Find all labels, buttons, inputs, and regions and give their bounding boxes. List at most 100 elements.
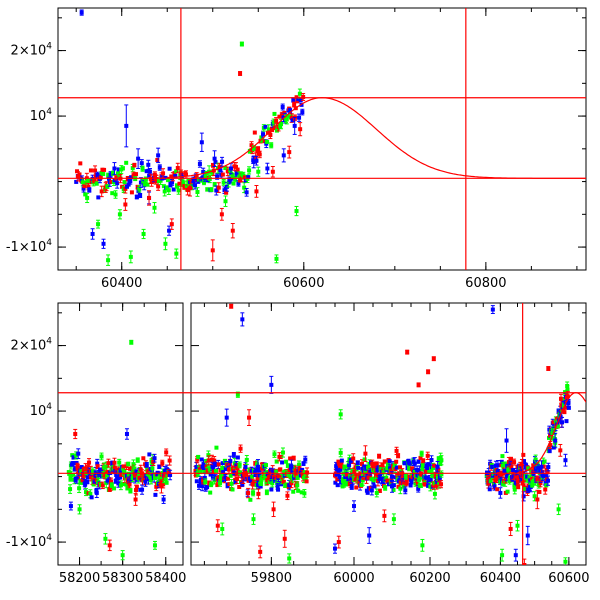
bottom-band-point: [71, 455, 76, 460]
top-data-points: [76, 9, 303, 266]
top-band-point: [183, 172, 188, 177]
bottom-band-point: [112, 486, 117, 491]
top-band-point: [278, 124, 283, 129]
top-band-point: [202, 180, 207, 185]
bottom-red-point: [426, 369, 431, 374]
bottom-band-point: [371, 477, 376, 482]
top-green-point: [294, 209, 299, 214]
bottom-band-point: [516, 478, 521, 483]
top-band-point: [115, 181, 120, 186]
top-band-point: [203, 174, 208, 179]
bottom-band-point: [304, 473, 309, 478]
bottom-data-points: [68, 303, 568, 565]
top-band-point: [289, 116, 294, 121]
bottom-band-point: [255, 462, 260, 467]
top-band-point: [225, 169, 230, 174]
bottom-band-point: [546, 465, 551, 470]
bottom-blue-point: [390, 484, 394, 489]
bottom-band-point: [243, 464, 248, 469]
bottom-band-point: [246, 491, 251, 496]
top-band-point: [238, 178, 243, 183]
top-band-point: [185, 187, 190, 192]
bottom-band-point: [377, 488, 382, 493]
bottom-band-point: [255, 482, 260, 487]
bottom-band-point: [208, 472, 213, 477]
bottom-band-point: [537, 489, 542, 494]
bottom-band-point: [220, 461, 225, 466]
bottom-band-point: [255, 476, 260, 481]
bottom-band-point: [487, 474, 492, 479]
top-green-point: [163, 241, 168, 246]
bottom-band-point: [252, 479, 257, 484]
bottom-band-point: [386, 461, 391, 466]
top-red-point: [76, 174, 81, 179]
bottom-band-point: [491, 465, 496, 470]
bottom-band-point: [394, 448, 399, 453]
bottom-red-point: [229, 304, 234, 309]
bottom-red-point: [282, 536, 287, 541]
bottom-band-point: [409, 477, 413, 482]
bottom-band-point: [86, 467, 91, 472]
bottom-band-point: [295, 483, 300, 488]
bottom-blue-point: [412, 461, 417, 466]
top-band-point: [218, 168, 223, 173]
top-red-point: [169, 222, 174, 227]
bottom-band-point: [492, 484, 497, 489]
bottom-band-point: [566, 400, 571, 405]
top-green-point: [274, 256, 279, 261]
bottom-band-point: [402, 461, 407, 466]
bottom-band-point: [247, 476, 252, 481]
bottom-band-point: [512, 460, 517, 465]
top-band-point: [279, 122, 284, 127]
top-band-point: [162, 189, 167, 194]
bottom-band-point: [124, 482, 129, 487]
top-band-point: [237, 174, 242, 179]
top-band-point: [175, 166, 180, 171]
bottom-band-point: [378, 464, 383, 469]
top-band-point: [123, 186, 128, 191]
bottom-blue-point: [255, 464, 260, 469]
bottom-band-point: [96, 480, 101, 485]
bottom-band-point: [550, 430, 555, 435]
bottom-red-point: [535, 497, 540, 502]
top-band-point: [174, 183, 179, 188]
bottom-band-point: [533, 457, 538, 462]
top-band-point: [81, 186, 86, 191]
top-band-point: [268, 132, 273, 137]
bottom-band-point: [500, 463, 505, 468]
top-band-point: [288, 108, 293, 113]
bottom-band-point: [223, 475, 228, 480]
bottom-band-point: [220, 466, 225, 471]
bottom-band-point: [526, 487, 531, 492]
bottom-band-point: [146, 477, 151, 482]
bottom-band-point: [555, 424, 560, 429]
bottom-band-point: [215, 483, 220, 488]
top-band-point: [139, 161, 144, 166]
bottom-band-point: [85, 479, 90, 484]
bottom-band-point: [272, 452, 277, 457]
bottom-blue-point: [68, 504, 73, 509]
top-band-point: [205, 187, 210, 192]
bottom-blue-point: [161, 497, 166, 502]
top-band-point: [193, 183, 198, 188]
top-band-point: [215, 174, 220, 179]
bottom-band-point: [237, 462, 242, 467]
bottom-red-point: [546, 366, 551, 371]
bottom-band-point: [335, 477, 340, 482]
top-band-point: [212, 182, 217, 187]
bottom-band-point: [439, 482, 444, 487]
bottom-band-point: [382, 459, 387, 464]
top-band-point: [109, 179, 114, 184]
bottom-band-point: [419, 472, 424, 477]
top-band-point: [254, 158, 259, 163]
bottom-band-point: [240, 482, 245, 487]
bottom-band-point: [338, 467, 343, 472]
top-band-point: [301, 94, 306, 99]
top-band-point: [234, 171, 239, 176]
bottom-band-point: [287, 468, 292, 473]
top-band-point: [201, 169, 206, 174]
bottom-band-point: [128, 488, 133, 493]
bottom-band-point: [126, 462, 131, 467]
bottom-band-point: [360, 478, 365, 483]
top-band-point: [131, 173, 136, 178]
